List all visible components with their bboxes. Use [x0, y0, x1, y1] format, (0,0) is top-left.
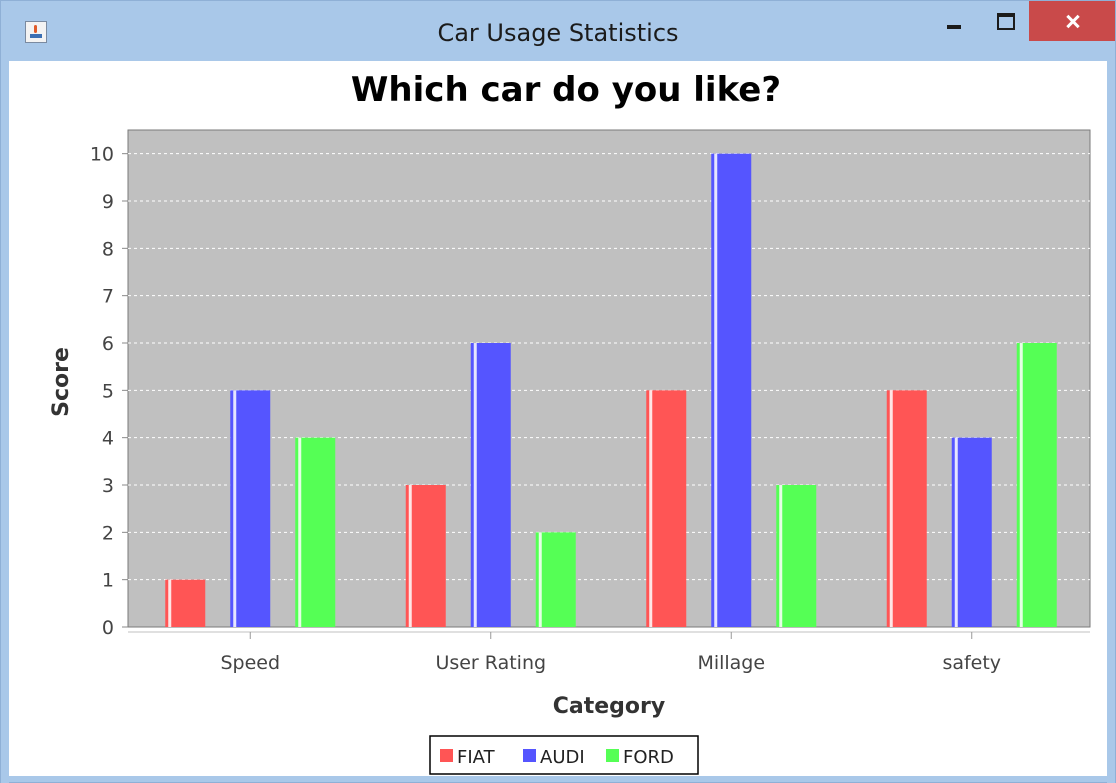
y-tick-label: 10	[90, 144, 114, 166]
bar-audi-safety	[951, 437, 992, 627]
window-frame-right	[1107, 61, 1115, 783]
y-tick-label: 0	[102, 617, 114, 639]
bar-fiat-speed	[165, 579, 206, 627]
y-tick-label: 9	[102, 191, 114, 213]
y-tick-label: 7	[102, 286, 114, 308]
legend: FIAT AUDI FORD	[429, 735, 699, 775]
window-frame-bottom	[1, 776, 1115, 782]
bar-ford-millage	[776, 485, 817, 627]
y-axis: 0 1 2 3 4 5 6 7 8 9 10	[90, 144, 128, 639]
legend-swatch	[440, 749, 453, 762]
maximize-button[interactable]	[983, 1, 1029, 41]
bar-fiat-millage	[646, 390, 687, 627]
x-axis-label: Category	[553, 694, 665, 719]
legend-swatch	[606, 749, 619, 762]
bar-audi-speed	[230, 390, 271, 627]
x-axis: Speed User Rating Millage safety	[128, 631, 1090, 674]
y-tick-label: 1	[102, 570, 114, 592]
x-tick-label: Speed	[220, 652, 280, 674]
close-button[interactable]	[1029, 1, 1115, 41]
legend-item-fiat: FIAT	[440, 747, 496, 768]
bars	[165, 153, 1057, 627]
y-tick-label: 8	[102, 238, 114, 260]
x-tick-label: safety	[942, 652, 1001, 674]
legend-swatch	[523, 749, 536, 762]
legend-item-audi: AUDI	[523, 747, 585, 768]
x-tick-label: User Rating	[435, 652, 546, 674]
java-cup-icon[interactable]	[25, 21, 47, 43]
chart-title: Which car do you like?	[351, 70, 781, 110]
window-frame-left	[1, 61, 9, 783]
plot-area	[127, 129, 1091, 628]
grid-lines	[128, 153, 1090, 581]
y-tick-label: 4	[102, 428, 114, 450]
x-tick-label: Millage	[697, 652, 765, 674]
bar-audi-millage	[711, 153, 752, 627]
y-tick-label: 3	[102, 475, 114, 497]
bar-fiat-safety	[886, 390, 927, 627]
bar-audi-user-rating	[470, 343, 511, 627]
legend-label: AUDI	[540, 747, 585, 768]
y-tick-label: 5	[102, 380, 114, 402]
y-tick-label: 2	[102, 522, 114, 544]
legend-item-ford: FORD	[606, 747, 674, 768]
window-title: Car Usage Statistics	[437, 19, 679, 47]
bar-ford-user-rating	[535, 532, 576, 627]
minimize-button[interactable]	[931, 1, 977, 41]
bar-ford-speed	[295, 437, 336, 627]
legend-label: FIAT	[457, 747, 496, 768]
title-bar[interactable]: Car Usage Statistics	[1, 1, 1115, 61]
bar-fiat-user-rating	[405, 485, 446, 627]
legend-label: FORD	[623, 747, 674, 768]
bar-ford-safety	[1016, 343, 1057, 627]
y-tick-label: 6	[102, 333, 114, 355]
legend-box	[429, 735, 699, 775]
y-axis-label: Score	[49, 347, 74, 417]
